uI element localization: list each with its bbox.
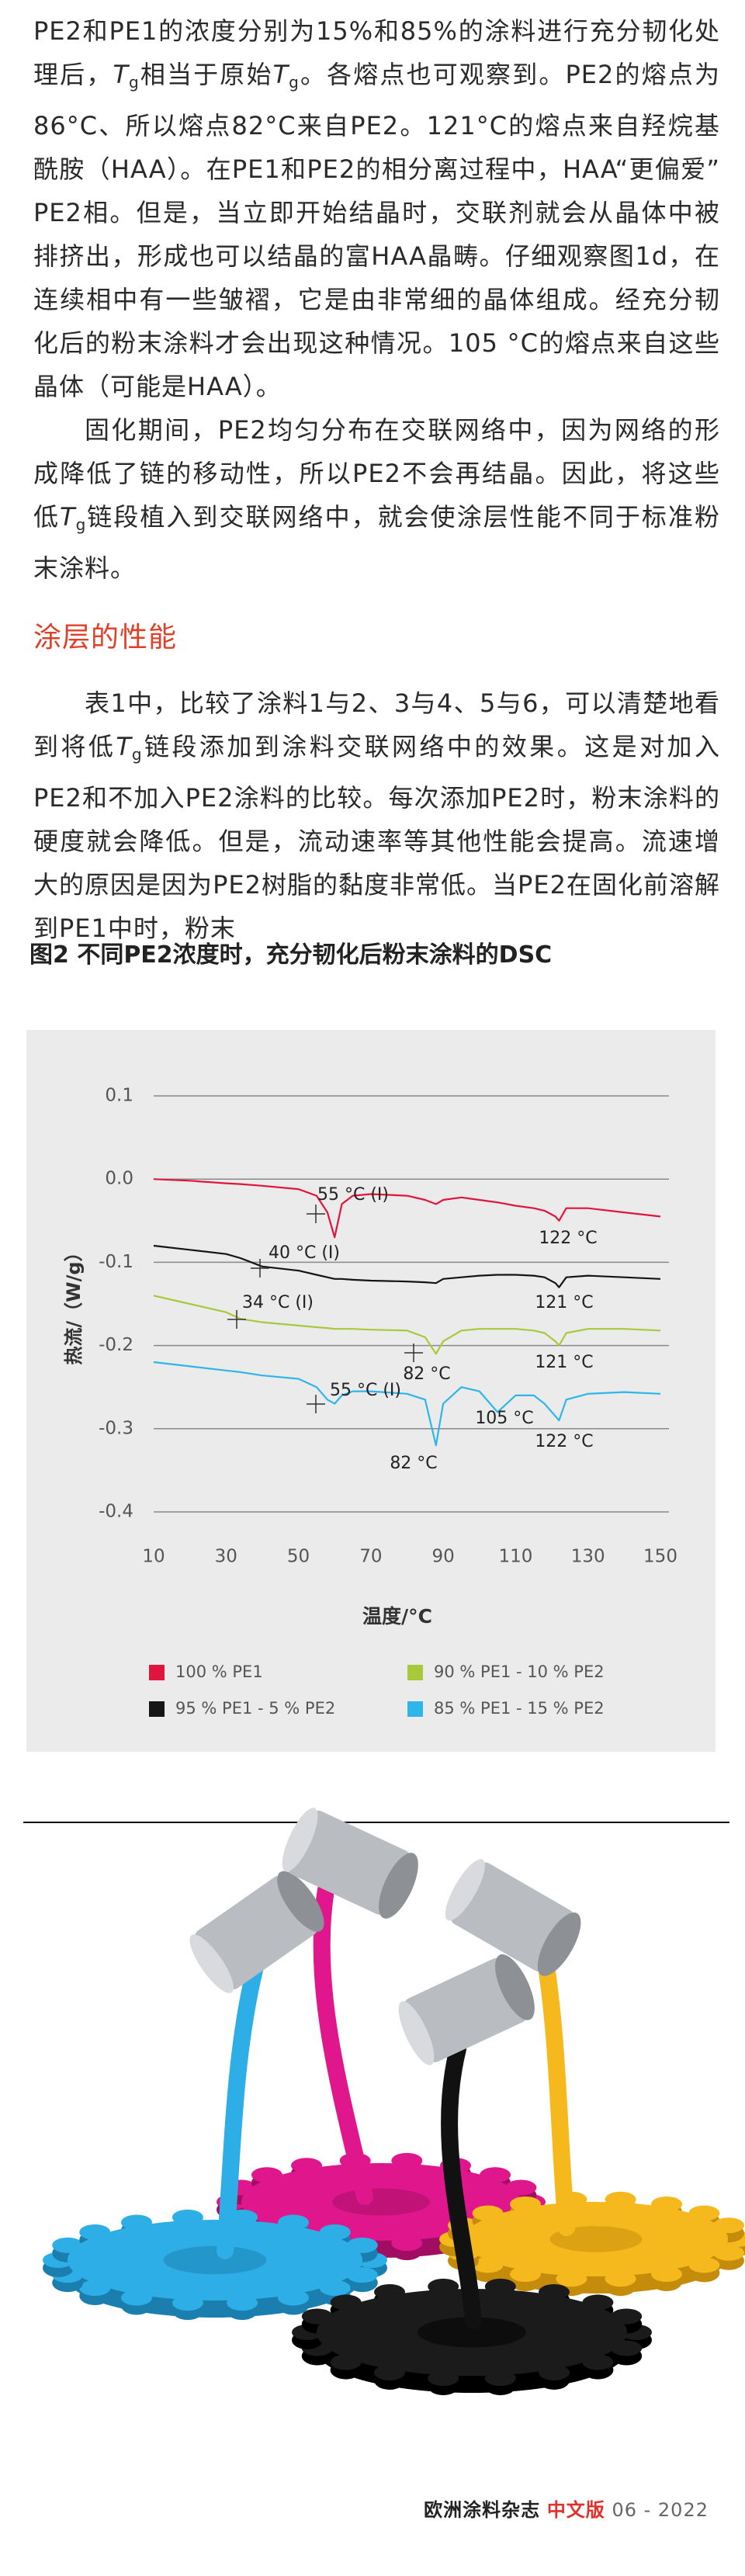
can-end [189, 1934, 234, 1993]
annotation: 121 °C [535, 1293, 593, 1312]
footer: 欧洲涂料杂志 中文版 06 - 2022 [424, 2495, 709, 2522]
section-heading: 涂层的性能 [33, 622, 178, 654]
x-tick-label: 70 [359, 1547, 382, 1567]
legend-label: 100 % PE1 [175, 1662, 263, 1681]
legend-label: 85 % PE1 - 15 % PE2 [434, 1699, 605, 1718]
legend-swatch [149, 1701, 165, 1717]
paint-stream [313, 1881, 373, 2205]
can-rim [495, 1954, 535, 2020]
x-tick-label: 30 [215, 1547, 237, 1567]
text-run: 相当于原始 [139, 60, 273, 89]
paint-stream [441, 2040, 482, 2329]
issue: 06 - 2022 [612, 2499, 709, 2521]
paragraph: PE2和PE1的浓度分别为15%和85%的涂料进行充分韧化处理后，Tg相当于原始… [33, 9, 720, 408]
y-tick-label: -0.3 [99, 1418, 133, 1438]
annotation: 121 °C [535, 1353, 593, 1372]
can-body [404, 1957, 528, 2063]
peak-marker [404, 1343, 423, 1362]
figure-caption: 图2 不同PE2浓度时，充分韧化后粉末涂料的DSC [29, 941, 553, 969]
annotation: 34 °C (I) [242, 1293, 314, 1312]
subscript: g [131, 745, 143, 764]
text-run: 表1中，比较了涂料1与2、3与4、5与6，可以清楚地看到将低 [33, 688, 720, 761]
x-tick-label: 90 [432, 1547, 455, 1567]
subscript: g [289, 73, 300, 92]
illustration [43, 1808, 745, 2396]
can-rim [537, 1912, 581, 1976]
paragraph: 表1中，比较了涂料1与2、3与4、5与6，可以清楚地看到将低Tg链段添加到涂料交… [33, 681, 720, 950]
text-run: 链段添加到涂料交联网络中的效果。这是对加入PE2和不加入PE2涂料的比较。每次添… [33, 732, 720, 943]
gear-hub [163, 2245, 267, 2275]
paint-can [189, 1870, 324, 1993]
y-tick-label: 0.1 [105, 1086, 133, 1106]
can-body [287, 1810, 411, 1916]
annotation: 105 °C [475, 1409, 533, 1428]
annotation: 82 °C [403, 1364, 450, 1384]
annotation: 122 °C [539, 1229, 597, 1248]
y-tick-label: 0.0 [105, 1169, 133, 1189]
text-run: 链段植入到交联网络中，就会使涂层性能不同于标准粉末涂料。 [33, 502, 720, 583]
series-line [153, 1361, 661, 1447]
x-tick-label: 130 [571, 1547, 605, 1567]
series-line [153, 1178, 661, 1239]
can-end [445, 1859, 485, 1921]
series-line [153, 1295, 661, 1355]
magazine: 欧洲涂料杂志 [424, 2499, 541, 2521]
peak-marker [251, 1259, 269, 1278]
annotation: 82 °C [390, 1454, 437, 1473]
can-rim [277, 1870, 324, 1932]
can-rim [379, 1853, 418, 1919]
paragraphs: 表1中，比较了涂料1与2、3与4、5与6，可以清楚地看到将低Tg链段添加到涂料交… [33, 681, 720, 950]
symbol: T [116, 732, 132, 761]
legend-swatch [407, 1665, 423, 1680]
paint-can [398, 1954, 535, 2065]
x-tick-label: 150 [643, 1547, 677, 1567]
legend-label: 95 % PE1 - 5 % PE2 [175, 1699, 335, 1718]
can-body [450, 1862, 574, 1972]
series-line [153, 1244, 661, 1288]
gear-hub [418, 2317, 526, 2348]
text-run: 。各熔点也可观察到。PE2的熔点为86°C、所以熔点82°C来自PE2。121°… [33, 60, 720, 401]
subscript: g [75, 515, 87, 534]
symbol: T [60, 502, 76, 532]
peak-marker [307, 1395, 325, 1413]
annotation: 40 °C (I) [269, 1243, 340, 1263]
x-tick-label: 50 [287, 1547, 310, 1567]
legend-swatch [407, 1701, 423, 1717]
paint-can [282, 1808, 418, 1919]
legend-label: 90 % PE1 - 10 % PE2 [434, 1662, 605, 1681]
legend-swatch [149, 1665, 165, 1680]
can-end [398, 2001, 435, 2065]
x-tick-label: 10 [142, 1547, 165, 1567]
subscript: g [129, 73, 140, 92]
annotation: 122 °C [535, 1432, 593, 1451]
gear-hub [332, 2188, 430, 2216]
paint-stream [535, 1940, 575, 2236]
edition: 中文版 [546, 2499, 605, 2521]
symbol: T [113, 60, 129, 89]
annotation: 55 °C (I) [330, 1381, 401, 1400]
text-run: PE2和PE1的浓度分别为15%和85%的涂料进行充分韧化处理后， [33, 16, 720, 89]
text-run: 固化期间，PE2均匀分布在交联网络中，因为网络的形成降低了链的移动性，所以PE2… [33, 415, 720, 532]
y-tick-label: -0.2 [99, 1335, 133, 1355]
paint-stream [217, 1955, 265, 2259]
symbol: T [272, 60, 289, 89]
x-axis-label: 温度/°C [362, 1605, 432, 1628]
y-axis-label: 热流/（W/g） [63, 1243, 85, 1364]
article: PE2和PE1的浓度分别为15%和85%的涂料进行充分韧化处理后，Tg相当于原始… [33, 9, 720, 950]
paragraph: 固化期间，PE2均匀分布在交联网络中，因为网络的形成降低了链的移动性，所以PE2… [33, 408, 720, 590]
can-end [282, 1808, 318, 1872]
peak-marker [307, 1205, 325, 1223]
paint-can [445, 1859, 581, 1976]
y-tick-label: -0.1 [99, 1252, 133, 1272]
x-tick-label: 110 [498, 1547, 532, 1567]
peak-marker [227, 1310, 246, 1329]
paragraphs: PE2和PE1的浓度分别为15%和85%的涂料进行充分韧化处理后，Tg相当于原始… [33, 9, 720, 590]
y-tick-label: -0.4 [99, 1502, 133, 1522]
annotation: 55 °C (I) [317, 1185, 389, 1205]
